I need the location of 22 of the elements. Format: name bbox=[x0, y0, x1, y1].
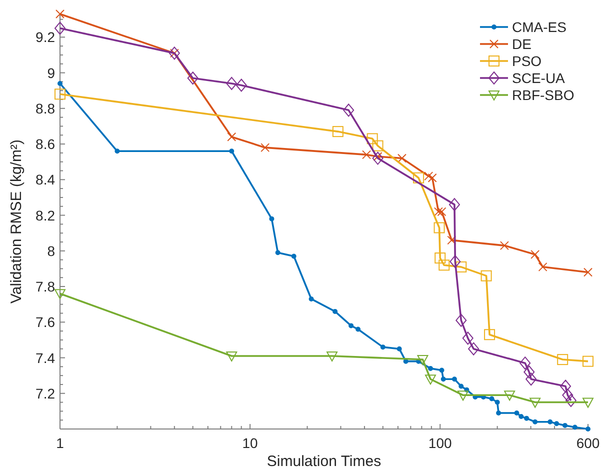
y-axis-title: Validation RMSE (kg/m²) bbox=[8, 140, 25, 304]
x-tick-label: 600 bbox=[576, 435, 600, 451]
y-tick-label: 7.4 bbox=[36, 350, 56, 366]
x-tick-label: 10 bbox=[242, 435, 258, 451]
y-tick-label: 8.4 bbox=[36, 172, 56, 188]
y-tick-label: 7.6 bbox=[36, 314, 56, 330]
y-tick-label: 8 bbox=[47, 242, 56, 259]
y-tick-label: 7.8 bbox=[36, 278, 56, 295]
legend-label: DE bbox=[512, 36, 532, 52]
legend-label: RBF-SBO bbox=[512, 87, 574, 103]
y-tick-label: 9.2 bbox=[36, 29, 56, 46]
y-tick-label: 7.2 bbox=[36, 385, 56, 402]
x-tick-label: 100 bbox=[428, 435, 452, 451]
y-tick-label: 8.2 bbox=[36, 207, 56, 224]
x-axis-title: Simulation Times bbox=[266, 453, 382, 470]
y-tick-label: 8.8 bbox=[36, 100, 56, 116]
y-tick-label: 9 bbox=[47, 64, 56, 81]
y-tick-label: 8.6 bbox=[36, 136, 56, 152]
legend-label: SCE-UA bbox=[512, 70, 566, 86]
x-tick-label: 1 bbox=[56, 435, 64, 451]
legend-label: CMA-ES bbox=[512, 19, 566, 35]
legend-label: PSO bbox=[512, 53, 542, 69]
